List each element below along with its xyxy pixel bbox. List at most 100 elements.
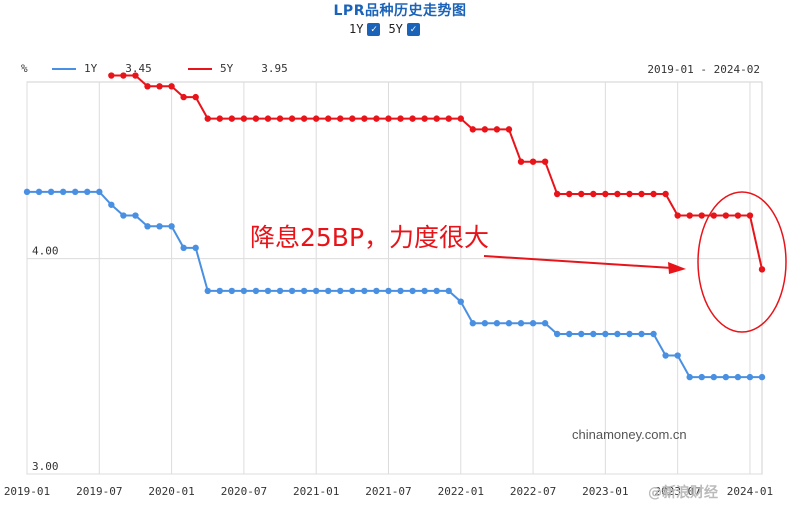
- data-point-1y: [614, 330, 621, 338]
- data-point-1y: [566, 330, 573, 338]
- data-point-5y: [698, 212, 705, 219]
- data-point-5y: [758, 266, 766, 273]
- data-point-1y: [156, 223, 163, 230]
- annotation-arrowhead: [668, 262, 686, 274]
- data-point-1y: [529, 320, 537, 327]
- data-point-5y: [349, 115, 356, 122]
- x-tick-label: 2019-07: [76, 485, 122, 498]
- data-point-1y: [674, 352, 681, 359]
- data-point-1y: [469, 320, 477, 327]
- data-point-5y: [445, 115, 452, 122]
- data-point-1y: [240, 287, 248, 295]
- data-point-1y: [421, 287, 428, 295]
- data-point-5y: [373, 115, 380, 122]
- data-point-1y: [228, 287, 236, 295]
- highlight-ellipse: [697, 191, 787, 333]
- data-point-5y: [602, 190, 609, 198]
- data-point-5y: [361, 115, 368, 122]
- data-point-1y: [168, 223, 175, 230]
- data-point-1y: [71, 188, 79, 196]
- data-point-1y: [553, 330, 561, 338]
- x-tick-label: 2020-07: [221, 485, 267, 498]
- data-point-1y: [59, 188, 67, 196]
- data-point-5y: [300, 115, 308, 122]
- legend-swatch-1y: [52, 67, 76, 70]
- annotation-text: 降息25BP，力度很大: [250, 223, 490, 252]
- data-point-1y: [517, 320, 525, 327]
- data-point-1y: [445, 287, 452, 295]
- data-point-5y: [192, 93, 199, 101]
- data-point-1y: [758, 373, 766, 381]
- series-toggles: 1Y ✓ 5Y ✓: [349, 22, 428, 36]
- checkbox-checked-icon[interactable]: ✓: [406, 22, 420, 36]
- data-point-5y: [180, 93, 187, 101]
- data-point-5y: [409, 115, 416, 122]
- data-point-5y: [686, 212, 693, 219]
- data-point-1y: [108, 201, 115, 208]
- data-point-1y: [325, 287, 332, 295]
- data-point-5y: [288, 115, 296, 122]
- toggle-1y[interactable]: 1Y ✓: [349, 22, 381, 36]
- data-point-5y: [674, 212, 681, 219]
- data-point-1y: [433, 287, 440, 295]
- data-point-5y: [325, 115, 332, 122]
- legend-item-5y[interactable]: 5Y 3.95: [188, 62, 288, 75]
- x-tick-label: 2023-07: [654, 485, 700, 498]
- data-point-1y: [397, 287, 404, 295]
- legend-item-1y[interactable]: 1Y 3.45: [52, 62, 152, 75]
- legend-name-1y: 1Y: [84, 62, 98, 75]
- data-point-5y: [614, 190, 621, 198]
- data-point-5y: [566, 190, 573, 198]
- x-tick-label: 2019-01: [4, 485, 50, 498]
- data-point-1y: [385, 287, 392, 295]
- legend-swatch-5y: [188, 67, 212, 70]
- data-point-1y: [144, 223, 151, 230]
- data-point-1y: [180, 244, 187, 252]
- x-tick-label: 2021-01: [293, 485, 339, 498]
- data-point-5y: [228, 115, 236, 122]
- data-point-1y: [312, 287, 320, 295]
- data-point-5y: [264, 115, 272, 122]
- data-point-1y: [746, 373, 754, 381]
- legend-value-5y: 3.95: [261, 62, 288, 75]
- legend-name-5y: 5Y: [220, 62, 234, 75]
- x-tick-label: 2022-01: [438, 485, 484, 498]
- data-point-5y: [216, 115, 223, 122]
- data-point-1y: [23, 188, 31, 196]
- date-range: 2019-01 - 2024-02: [647, 63, 760, 76]
- data-point-1y: [722, 373, 730, 381]
- data-point-1y: [505, 320, 513, 327]
- data-point-5y: [469, 126, 477, 133]
- data-point-1y: [35, 188, 43, 196]
- data-point-1y: [662, 352, 669, 359]
- checkbox-checked-icon[interactable]: ✓: [367, 22, 381, 36]
- data-point-5y: [505, 126, 513, 133]
- data-point-1y: [276, 287, 284, 295]
- data-point-5y: [120, 72, 127, 79]
- data-point-1y: [578, 330, 585, 338]
- data-point-1y: [84, 188, 91, 196]
- legend-value-1y: 3.45: [125, 62, 152, 75]
- plot-frame: [26, 81, 763, 475]
- data-point-1y: [47, 188, 55, 196]
- x-tick-label: 2020-01: [148, 485, 194, 498]
- data-point-1y: [541, 320, 549, 327]
- data-point-1y: [650, 330, 657, 338]
- unit-label: %: [21, 62, 28, 75]
- data-point-1y: [204, 287, 211, 295]
- annotation-arrow-line: [483, 255, 673, 269]
- data-point-5y: [108, 72, 115, 79]
- data-point-5y: [168, 83, 175, 90]
- data-point-1y: [96, 188, 103, 196]
- data-point-1y: [590, 330, 597, 338]
- data-point-5y: [144, 83, 151, 90]
- data-point-5y: [517, 158, 525, 165]
- data-point-1y: [373, 287, 380, 295]
- data-point-5y: [132, 72, 139, 79]
- data-point-5y: [385, 115, 392, 122]
- legend: 1Y 3.45 5Y 3.95: [0, 62, 800, 78]
- data-point-5y: [337, 115, 344, 122]
- chart-title: LPR品种历史走势图: [333, 3, 467, 19]
- toggle-5y[interactable]: 5Y ✓: [388, 22, 420, 36]
- data-point-5y: [457, 115, 464, 122]
